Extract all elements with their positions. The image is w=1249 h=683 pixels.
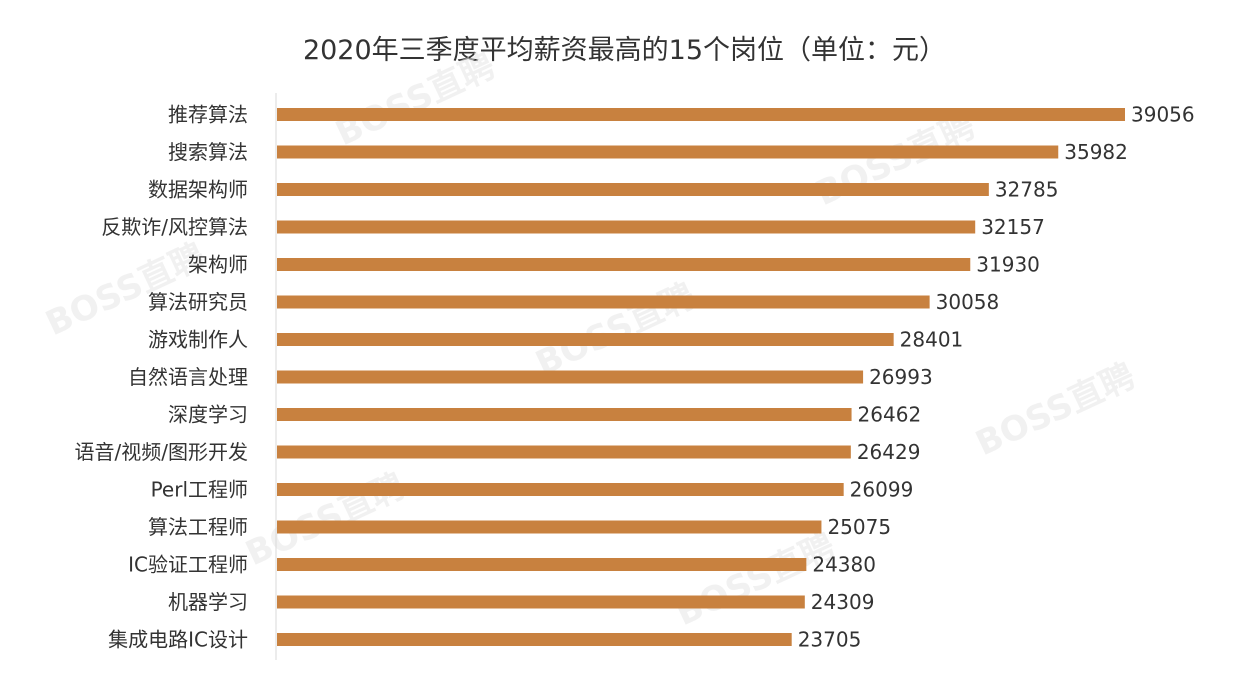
watermark: BOSS直聘 bbox=[530, 276, 701, 384]
bar bbox=[277, 108, 1125, 121]
value-label: 24380 bbox=[812, 553, 876, 577]
value-label: 32157 bbox=[981, 215, 1045, 239]
watermark: BOSS直聘 bbox=[970, 356, 1141, 464]
value-label: 26429 bbox=[857, 440, 921, 464]
value-label: 28401 bbox=[900, 328, 964, 352]
bar bbox=[277, 220, 976, 234]
value-label: 31930 bbox=[976, 253, 1040, 277]
bar bbox=[277, 258, 971, 271]
value-label: 23705 bbox=[798, 628, 862, 652]
watermark: BOSS直聘 bbox=[240, 466, 411, 574]
value-label: 25075 bbox=[827, 515, 891, 539]
bar bbox=[277, 483, 844, 496]
value-label: 26462 bbox=[858, 403, 922, 427]
value-label: 26993 bbox=[869, 365, 933, 389]
category-label: 数据架构师 bbox=[148, 178, 248, 202]
category-labels-group: 推荐算法搜索算法数据架构师反欺诈/风控算法架构师算法研究员游戏制作人自然语言处理… bbox=[75, 103, 248, 652]
watermark: BOSS直聘 bbox=[670, 526, 841, 634]
value-label: 35982 bbox=[1064, 140, 1128, 164]
category-label: 机器学习 bbox=[168, 590, 248, 614]
value-label: 32785 bbox=[995, 178, 1059, 202]
bar bbox=[277, 408, 852, 421]
bar bbox=[277, 370, 864, 384]
value-label: 24309 bbox=[811, 590, 875, 614]
bar bbox=[277, 295, 930, 309]
category-label: 架构师 bbox=[188, 253, 248, 277]
category-label: 自然语言处理 bbox=[128, 365, 248, 389]
bar bbox=[277, 520, 822, 534]
category-label: 语音/视频/图形开发 bbox=[75, 440, 248, 464]
category-label: 深度学习 bbox=[168, 403, 248, 427]
category-label: 集成电路IC设计 bbox=[108, 628, 248, 652]
category-label: Perl工程师 bbox=[151, 478, 248, 502]
category-label: 算法研究员 bbox=[148, 290, 248, 314]
bar bbox=[277, 145, 1059, 159]
category-label: 反欺诈/风控算法 bbox=[101, 215, 248, 239]
value-label: 39056 bbox=[1131, 103, 1195, 127]
watermark: BOSS直聘 bbox=[810, 106, 981, 214]
bar bbox=[277, 595, 805, 609]
chart-title: 2020年三季度平均薪资最高的15个岗位（单位：元） bbox=[302, 35, 947, 66]
category-label: 搜索算法 bbox=[168, 140, 248, 164]
bar bbox=[277, 183, 989, 196]
category-label: IC验证工程师 bbox=[128, 553, 248, 577]
bar bbox=[277, 333, 894, 346]
category-label: 推荐算法 bbox=[168, 103, 248, 127]
bar bbox=[277, 558, 807, 571]
value-label: 26099 bbox=[850, 478, 914, 502]
value-label: 30058 bbox=[936, 290, 1000, 314]
category-label: 算法工程师 bbox=[148, 515, 248, 539]
category-label: 游戏制作人 bbox=[148, 328, 248, 352]
bars-group bbox=[277, 108, 1125, 646]
bar bbox=[277, 633, 792, 646]
bar bbox=[277, 445, 851, 459]
watermark: BOSS直聘 bbox=[330, 46, 501, 154]
